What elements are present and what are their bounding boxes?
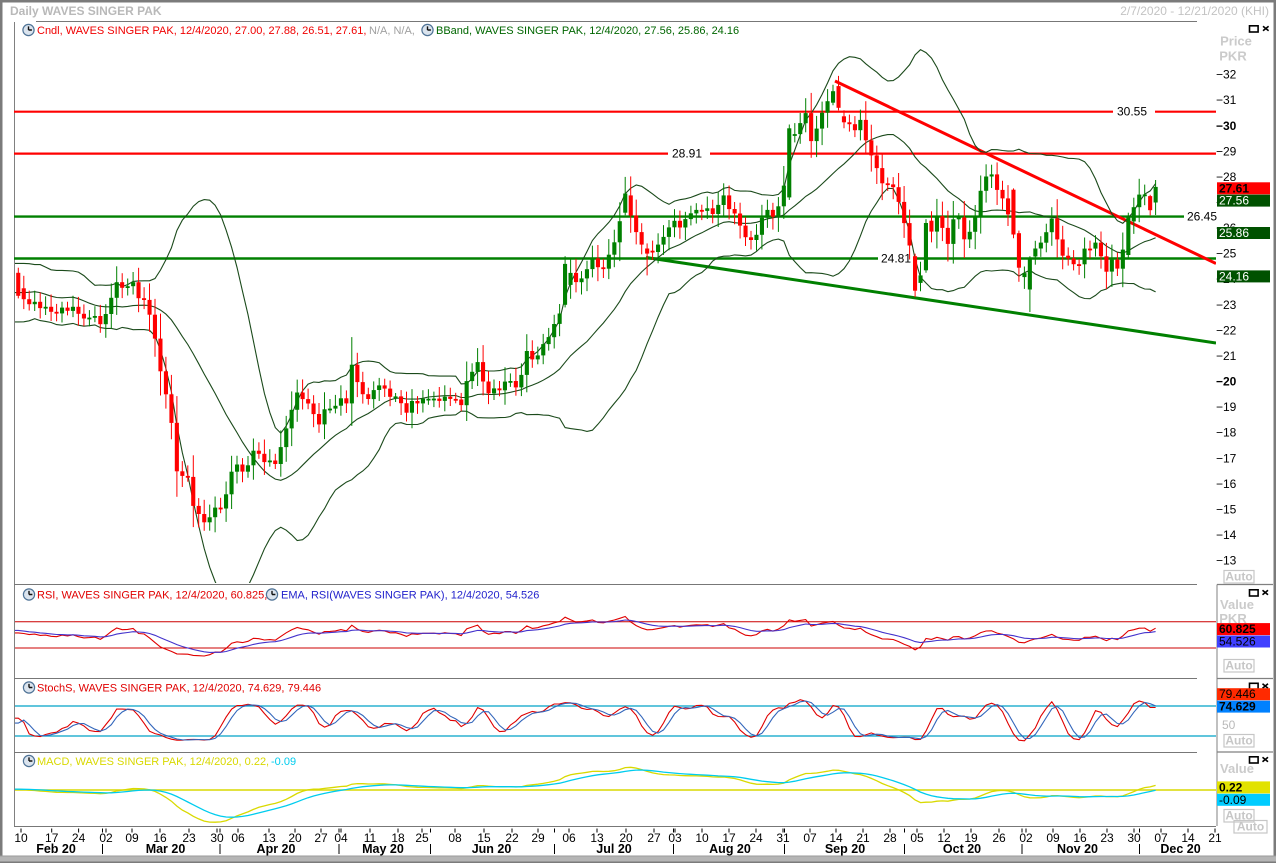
svg-text:31: 31 <box>776 831 790 845</box>
svg-text:Feb 20: Feb 20 <box>36 842 76 856</box>
svg-text:24.16: 24.16 <box>1219 269 1249 283</box>
svg-text:−18: −18 <box>1216 426 1237 440</box>
svg-text:EMA, RSI(WAVES SINGER PAK), 12: EMA, RSI(WAVES SINGER PAK), 12/4/2020, 5… <box>281 590 539 602</box>
svg-text:26.45: 26.45 <box>1187 210 1217 224</box>
svg-text:05: 05 <box>910 831 924 845</box>
svg-text:Daily WAVES SINGER PAK: Daily WAVES SINGER PAK <box>10 4 162 18</box>
svg-text:30: 30 <box>1127 831 1141 845</box>
svg-text:02: 02 <box>1019 831 1033 845</box>
svg-text:−25: −25 <box>1216 247 1237 261</box>
svg-text:−14: −14 <box>1216 528 1237 542</box>
svg-text:06: 06 <box>562 831 576 845</box>
svg-text:Jun 20: Jun 20 <box>472 842 512 856</box>
svg-text:−32: −32 <box>1216 68 1237 82</box>
svg-text:23: 23 <box>1100 831 1114 845</box>
svg-text:Cndl, WAVES SINGER PAK, 12/4/2: Cndl, WAVES SINGER PAK, 12/4/2020, 27.00… <box>37 25 366 37</box>
svg-text:26: 26 <box>992 831 1006 845</box>
svg-text:Aug 20: Aug 20 <box>709 842 751 856</box>
svg-text:Mar 20: Mar 20 <box>146 842 186 856</box>
svg-text:−20: −20 <box>1216 375 1237 389</box>
svg-text:Nov 20: Nov 20 <box>1057 842 1098 856</box>
svg-text:−19: −19 <box>1216 400 1237 414</box>
svg-text:07: 07 <box>803 831 817 845</box>
svg-text:RSI, WAVES SINGER PAK, 12/4/20: RSI, WAVES SINGER PAK, 12/4/2020, 60.825… <box>37 590 267 602</box>
svg-text:09: 09 <box>125 831 139 845</box>
svg-text:−17: −17 <box>1216 451 1237 465</box>
svg-text:Apr 20: Apr 20 <box>257 842 296 856</box>
svg-text:24.81: 24.81 <box>881 252 911 266</box>
svg-text:MACD, WAVES SINGER PAK, 12/4/2: MACD, WAVES SINGER PAK, 12/4/2020, 0.22, <box>37 756 269 768</box>
svg-text:10: 10 <box>695 831 709 845</box>
svg-text:27: 27 <box>314 831 328 845</box>
svg-text:-0.09: -0.09 <box>271 756 296 768</box>
svg-text:21: 21 <box>1208 831 1222 845</box>
svg-text:Value: Value <box>1220 761 1254 776</box>
svg-text:04: 04 <box>334 831 348 845</box>
svg-text:Value: Value <box>1220 597 1254 612</box>
svg-text:StochS, WAVES SINGER PAK, 12/4: StochS, WAVES SINGER PAK, 12/4/2020, 74.… <box>37 683 321 695</box>
svg-text:2/7/2020 - 12/21/2020 (KHI): 2/7/2020 - 12/21/2020 (KHI) <box>1120 4 1269 18</box>
svg-text:24: 24 <box>749 831 763 845</box>
svg-text:May 20: May 20 <box>362 842 404 856</box>
svg-text:−15: −15 <box>1216 503 1237 517</box>
svg-text:Price: Price <box>1220 34 1252 49</box>
svg-text:28: 28 <box>883 831 897 845</box>
svg-text:-0.09: -0.09 <box>1219 793 1247 807</box>
svg-text:−23: −23 <box>1216 298 1237 312</box>
svg-text:50: 50 <box>1222 718 1236 732</box>
svg-text:25: 25 <box>415 831 429 845</box>
svg-text:−13: −13 <box>1216 554 1237 568</box>
svg-text:74.629: 74.629 <box>1219 700 1256 714</box>
svg-text:10: 10 <box>14 831 28 845</box>
svg-text:03: 03 <box>668 831 682 845</box>
svg-text:BBand, WAVES SINGER PAK, 12/4/: BBand, WAVES SINGER PAK, 12/4/2020, 27.5… <box>436 25 739 37</box>
svg-text:Auto: Auto <box>1225 659 1252 673</box>
svg-text:N/A, N/A,: N/A, N/A, <box>369 25 415 37</box>
svg-text:Dec 20: Dec 20 <box>1160 842 1200 856</box>
svg-text:27.56: 27.56 <box>1219 194 1249 208</box>
svg-text:06: 06 <box>231 831 245 845</box>
svg-text:PKR: PKR <box>1219 49 1247 64</box>
svg-text:−16: −16 <box>1216 477 1237 491</box>
svg-text:Oct 20: Oct 20 <box>943 842 981 856</box>
svg-text:Auto: Auto <box>1225 734 1252 748</box>
svg-text:30.55: 30.55 <box>1117 105 1147 119</box>
svg-text:−29: −29 <box>1216 144 1237 158</box>
svg-text:−31: −31 <box>1216 93 1237 107</box>
svg-text:Sep 20: Sep 20 <box>825 842 865 856</box>
svg-text:Auto: Auto <box>1225 570 1252 584</box>
svg-text:27: 27 <box>647 831 661 845</box>
svg-text:25.86: 25.86 <box>1219 226 1249 240</box>
svg-text:−30: −30 <box>1216 119 1237 133</box>
svg-text:08: 08 <box>448 831 462 845</box>
svg-text:−22: −22 <box>1216 323 1237 337</box>
svg-text:−21: −21 <box>1216 349 1237 363</box>
svg-text:Jul 20: Jul 20 <box>596 842 631 856</box>
svg-text:54.526: 54.526 <box>1219 635 1256 649</box>
svg-text:Auto: Auto <box>1237 820 1264 834</box>
svg-text:30: 30 <box>210 831 224 845</box>
svg-text:29: 29 <box>531 831 545 845</box>
svg-text:02: 02 <box>99 831 113 845</box>
svg-text:28.91: 28.91 <box>672 147 702 161</box>
